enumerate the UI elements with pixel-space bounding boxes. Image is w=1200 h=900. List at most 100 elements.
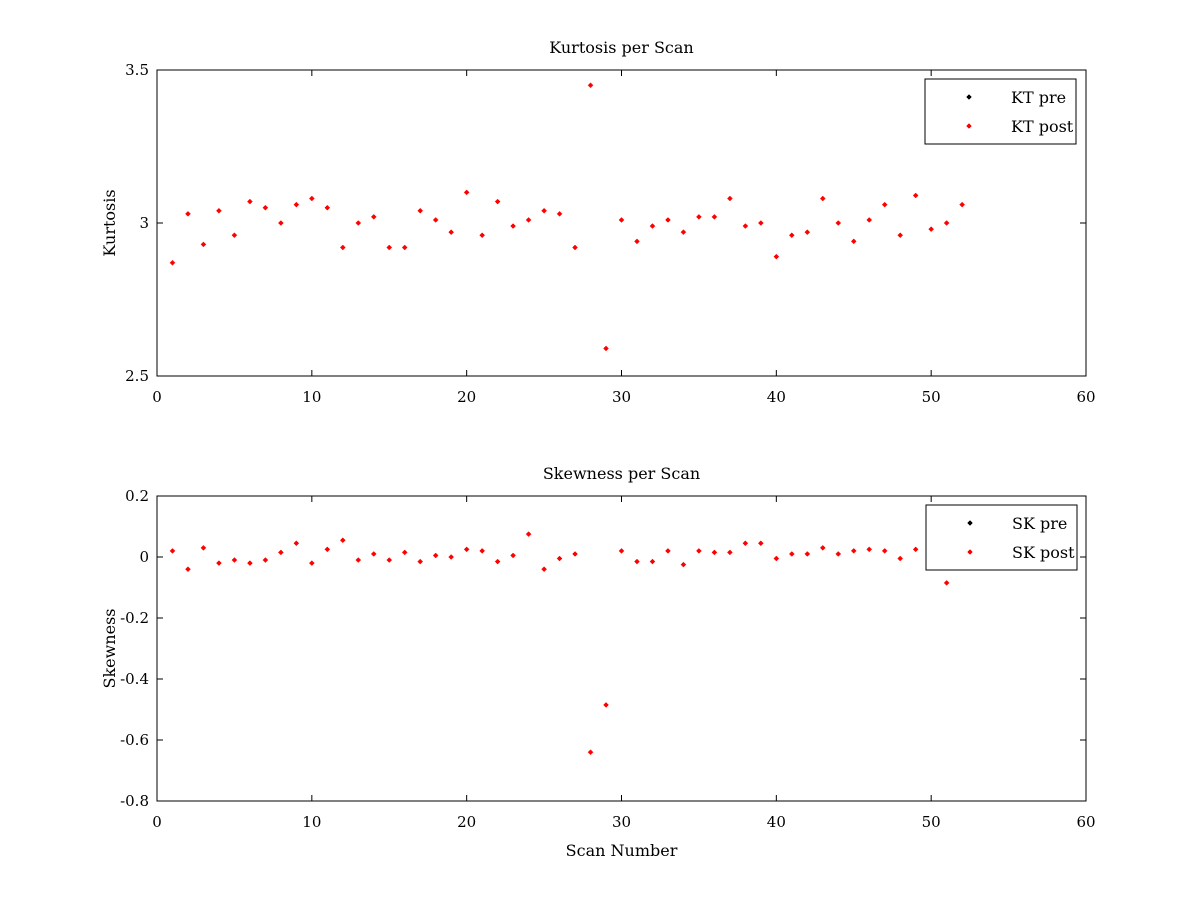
data-point xyxy=(355,220,362,226)
data-point xyxy=(479,232,486,239)
legend: KT pre KT post xyxy=(924,78,1077,145)
data-point xyxy=(850,548,857,554)
data-point xyxy=(308,195,315,202)
legend-entry-label: KT post xyxy=(1011,117,1074,136)
data-point xyxy=(262,557,269,563)
data-point xyxy=(463,546,470,553)
data-point xyxy=(912,192,919,199)
data-point xyxy=(587,749,594,756)
data-point xyxy=(370,214,377,220)
data-point xyxy=(649,223,656,229)
data-point xyxy=(541,207,547,214)
data-point xyxy=(665,217,671,223)
y-tick-label: -0.2 xyxy=(120,609,149,627)
data-point xyxy=(479,548,486,554)
data-point xyxy=(494,558,501,565)
legend: SK pre SK post xyxy=(925,504,1078,571)
y-tick-label: -0.8 xyxy=(120,792,149,810)
data-point xyxy=(216,207,222,214)
data-point xyxy=(696,214,702,220)
y-axis-label: Kurtosis xyxy=(100,189,119,256)
data-point xyxy=(634,238,640,245)
data-point xyxy=(247,198,253,205)
legend-box xyxy=(925,504,1078,571)
data-point xyxy=(510,552,516,559)
data-point xyxy=(757,540,764,547)
data-point xyxy=(742,540,749,547)
kurtosis-plot: 0 10 20 30 40 50 60 2.5 3 3.5 Kurtosis per Scan Kur… xyxy=(100,38,1096,406)
x-tick-label: 10 xyxy=(302,813,321,831)
data-point xyxy=(866,546,873,553)
data-point xyxy=(355,557,362,563)
data-point xyxy=(711,549,718,556)
data-point xyxy=(603,702,609,708)
data-point xyxy=(943,220,950,226)
data-point xyxy=(773,253,780,260)
data-point xyxy=(525,217,532,223)
data-point xyxy=(324,204,331,211)
data-point xyxy=(169,548,176,554)
x-tick-label: 30 xyxy=(612,388,631,406)
data-point xyxy=(897,232,904,239)
data-point xyxy=(727,549,733,556)
x-tick-label: 50 xyxy=(922,813,941,831)
data-point xyxy=(556,555,563,562)
x-tick-label: 40 xyxy=(767,813,786,831)
data-point xyxy=(231,557,238,563)
data-point xyxy=(835,220,842,226)
y-tick-label: 3 xyxy=(139,214,149,232)
data-point xyxy=(278,549,284,556)
y-tick-label: 2.5 xyxy=(125,367,149,385)
data-point xyxy=(556,210,563,217)
data-point xyxy=(634,558,640,565)
data-point xyxy=(680,229,687,236)
data-point xyxy=(401,244,408,251)
data-point xyxy=(680,561,687,568)
data-point xyxy=(928,226,935,232)
y-tick-label: -0.6 xyxy=(120,731,149,749)
x-tick-label: 0 xyxy=(152,388,162,406)
data-point xyxy=(819,544,826,551)
x-tick-label: 20 xyxy=(457,813,476,831)
data-point xyxy=(618,217,625,223)
data-point xyxy=(819,195,826,202)
x-tick-label: 40 xyxy=(767,388,786,406)
data-point xyxy=(463,189,470,196)
data-point xyxy=(200,544,207,551)
data-point xyxy=(231,232,238,239)
data-point xyxy=(742,223,749,229)
data-point xyxy=(417,558,424,565)
data-point xyxy=(448,229,455,236)
data-point xyxy=(804,551,811,557)
data-point xyxy=(572,551,578,557)
x-tick-label: 10 xyxy=(302,388,321,406)
data-point xyxy=(510,223,516,229)
data-point xyxy=(835,551,842,557)
data-point xyxy=(788,232,795,239)
legend-marker xyxy=(967,520,973,526)
data-point xyxy=(293,540,300,547)
data-point xyxy=(912,546,919,553)
legend-box xyxy=(924,78,1077,145)
data-point xyxy=(200,241,207,248)
data-point xyxy=(603,345,609,352)
data-point xyxy=(696,548,702,554)
data-point xyxy=(432,217,439,223)
data-point xyxy=(618,548,625,554)
data-point xyxy=(757,220,764,226)
data-point xyxy=(262,204,269,211)
y-axis-label: Skewness xyxy=(100,608,119,688)
data-point xyxy=(881,548,888,554)
y-tick-label: 3.5 xyxy=(125,61,149,79)
data-point xyxy=(386,244,393,251)
x-tick-label: 50 xyxy=(922,388,941,406)
y-tick-label: -0.4 xyxy=(120,670,149,688)
data-point xyxy=(850,238,857,245)
data-point xyxy=(727,195,733,202)
data-point xyxy=(417,207,424,214)
x-tick-label: 0 xyxy=(152,813,162,831)
data-point xyxy=(711,214,718,220)
data-point xyxy=(494,198,501,205)
data-point xyxy=(959,201,965,208)
chart-title: Kurtosis per Scan xyxy=(549,38,693,57)
